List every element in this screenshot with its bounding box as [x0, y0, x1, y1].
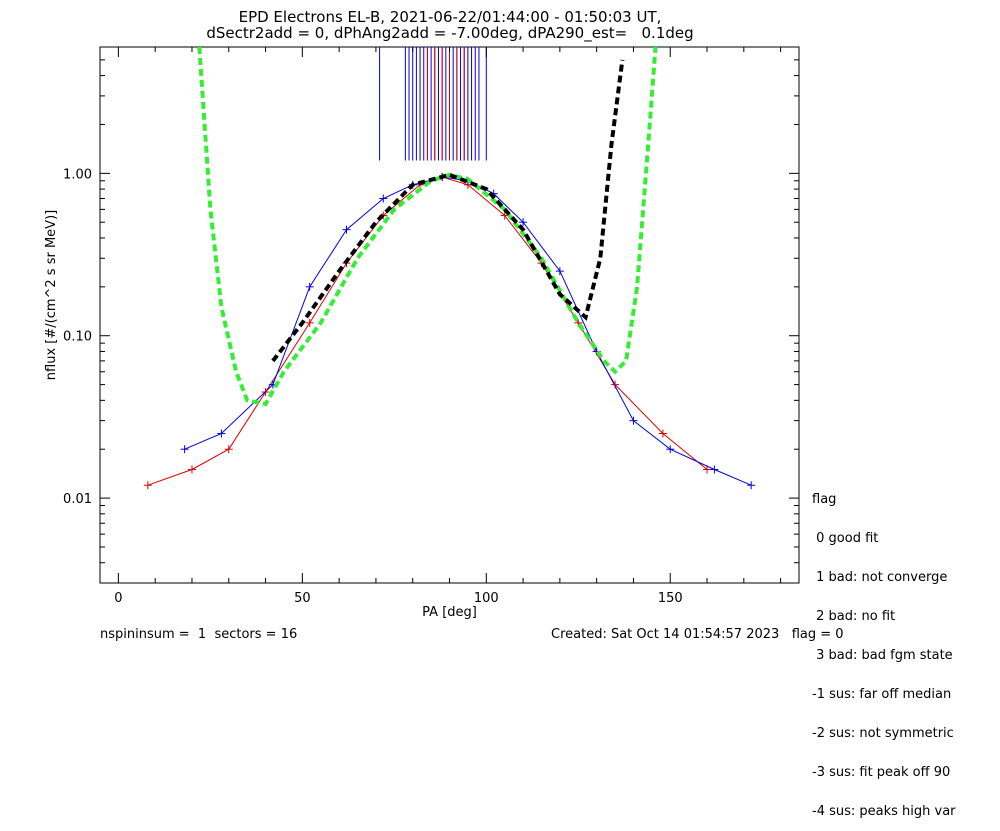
data-point-red: [611, 380, 620, 389]
data-point-blue: [305, 282, 314, 291]
legend-item: -4 sus: peaks high var: [812, 804, 956, 819]
data-point-blue: [555, 267, 564, 276]
series-line-red: [147, 176, 708, 486]
x-tick-label: 150: [658, 591, 683, 606]
legend-title: flag: [812, 492, 837, 507]
data-point-blue: [519, 218, 528, 227]
legend-item: 3 bad: bad fgm state: [812, 648, 953, 663]
legend-item: -1 sus: far off median: [812, 687, 952, 702]
data-point-red: [187, 465, 196, 474]
x-axis-label: PA [deg]: [422, 605, 477, 620]
x-tick-label: 0: [114, 591, 122, 606]
data-point-red: [658, 429, 667, 438]
axis-layer: 0 50 100 150 0.01 0.10 1.00 PA [deg] nflux [#/(c…: [44, 46, 799, 620]
data-point-blue: [629, 416, 638, 425]
data-point-blue: [342, 225, 351, 234]
fit-curve-black: [271, 59, 625, 363]
y-tick-label: 0.01: [63, 492, 92, 507]
legend-item: -3 sus: fit peak off 90: [812, 765, 951, 780]
data-point-blue: [217, 429, 226, 438]
data-layer: [143, 47, 756, 490]
data-point-red: [305, 318, 314, 327]
data-point-blue: [666, 445, 675, 454]
chart-title-line2: dSectr2add = 0, dPhAng2add = -7.00deg, d…: [206, 24, 694, 42]
footer-right: Created: Sat Oct 14 01:54:57 2023 flag =…: [551, 627, 844, 642]
series-line-blue: [184, 176, 752, 486]
data-point-blue: [180, 445, 189, 454]
legend-item: 0 good fit: [812, 531, 879, 546]
chart-title-line1: EPD Electrons EL-B, 2021-06-22/01:44:00 …: [238, 8, 662, 26]
data-point-red: [143, 481, 152, 490]
data-point-red: [703, 465, 712, 474]
chart-plot: 0 50 100 150 0.01 0.10 1.00 PA [deg] nflux [#/(c…: [44, 46, 800, 620]
legend-item: 2 bad: no fit: [812, 609, 896, 624]
x-tick-label: 50: [294, 591, 311, 606]
y-tick-label: 1.00: [63, 167, 92, 182]
y-axis-label: nflux [#/(cm^2 s sr MeV)]: [44, 210, 59, 380]
data-point-blue: [379, 194, 388, 203]
x-tick-label: 100: [474, 591, 499, 606]
legend-item: -2 sus: not symmetric: [812, 726, 954, 741]
data-point-red: [224, 445, 233, 454]
data-point-blue: [710, 465, 719, 474]
legend-item: 1 bad: not converge: [812, 570, 948, 585]
y-tick-label: 0.10: [63, 330, 92, 345]
flag-legend: flag 0 good fit 1 bad: not converge 2 ba…: [812, 467, 956, 831]
footer-left: nspininsum = 1 sectors = 16: [100, 627, 298, 642]
data-point-blue: [747, 481, 756, 490]
